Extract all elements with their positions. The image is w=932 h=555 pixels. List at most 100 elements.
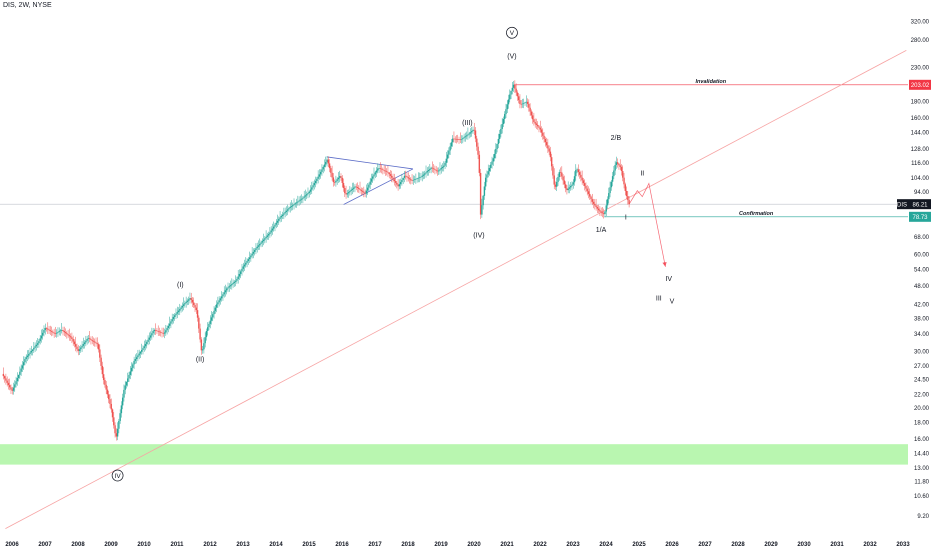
candle-body[interactable] (284, 212, 286, 214)
triangle-upper-line[interactable] (327, 156, 414, 170)
candle-body[interactable] (385, 171, 388, 172)
wave-projection-path[interactable] (628, 182, 666, 267)
candle-body[interactable] (95, 342, 97, 344)
candle-body[interactable] (425, 172, 427, 174)
candle-body[interactable] (119, 413, 121, 421)
candle-body[interactable] (559, 172, 562, 173)
candle-body[interactable] (557, 177, 559, 182)
candle-body[interactable] (596, 207, 599, 209)
candle-body[interactable] (396, 182, 398, 185)
candle-body[interactable] (377, 168, 379, 171)
candle-body[interactable] (326, 159, 328, 162)
candle-body[interactable] (476, 138, 478, 147)
candle-body[interactable] (360, 189, 362, 191)
candle-body[interactable] (530, 111, 533, 116)
candle-body[interactable] (450, 142, 453, 147)
candle-body[interactable] (583, 183, 586, 186)
candle-body[interactable] (429, 168, 431, 171)
candle-body[interactable] (432, 168, 435, 170)
candle-body[interactable] (473, 129, 475, 131)
candle-body[interactable] (573, 176, 576, 183)
candle-body[interactable] (451, 138, 454, 143)
wave-label[interactable]: (I) (177, 282, 184, 289)
candle-body[interactable] (67, 334, 69, 336)
candle-body[interactable] (517, 96, 520, 101)
candle-body[interactable] (333, 182, 336, 183)
candle-body[interactable] (233, 281, 236, 283)
candle-body[interactable] (309, 189, 312, 192)
candle-body[interactable] (129, 371, 131, 375)
candle-body[interactable] (599, 210, 601, 212)
candle-body[interactable] (365, 190, 368, 194)
candle-body[interactable] (614, 164, 616, 171)
candle-body[interactable] (620, 166, 623, 172)
candle-body[interactable] (246, 260, 248, 263)
candle-body[interactable] (521, 103, 524, 105)
candle-body[interactable] (368, 184, 370, 188)
candle-body[interactable] (359, 188, 361, 190)
wave-label[interactable]: I (625, 215, 627, 222)
candle-body[interactable] (14, 384, 16, 388)
candle-body[interactable] (85, 340, 87, 343)
candle-body[interactable] (582, 180, 585, 184)
candle-body[interactable] (531, 115, 534, 120)
candle-body[interactable] (342, 182, 345, 189)
candle-body[interactable] (345, 193, 347, 195)
candle-body[interactable] (589, 193, 591, 197)
candle-body[interactable] (313, 183, 316, 186)
candle-body[interactable] (363, 191, 365, 193)
candle-body[interactable] (562, 176, 564, 181)
wave-label[interactable]: 1/A (596, 227, 607, 234)
candle-body[interactable] (344, 188, 346, 194)
candle-body[interactable] (121, 397, 124, 406)
candle-body[interactable] (174, 315, 176, 317)
candle-body[interactable] (361, 190, 364, 192)
candle-body[interactable] (125, 381, 128, 386)
wave-label[interactable]: (IV) (473, 233, 484, 240)
candle-body[interactable] (298, 200, 300, 202)
candle-body[interactable] (304, 195, 307, 197)
candle-body[interactable] (101, 365, 104, 375)
candle-body[interactable] (96, 343, 98, 345)
candle-body[interactable] (218, 300, 220, 303)
candle-body[interactable] (90, 339, 92, 340)
candle-body[interactable] (179, 309, 181, 311)
candle-body[interactable] (585, 185, 587, 189)
candle-body[interactable] (349, 191, 351, 193)
candle-body[interactable] (403, 175, 406, 178)
candle-body[interactable] (133, 360, 135, 365)
candle-body[interactable] (427, 170, 430, 172)
candle-body[interactable] (364, 192, 366, 194)
candle-body[interactable] (600, 211, 602, 213)
candle-body[interactable] (408, 178, 411, 180)
candle-body[interactable] (464, 136, 467, 138)
candle-body[interactable] (28, 354, 30, 356)
candle-body[interactable] (410, 179, 412, 181)
candle-body[interactable] (566, 188, 568, 191)
candle-body[interactable] (24, 359, 26, 363)
candle-body[interactable] (19, 371, 21, 375)
candle-body[interactable] (215, 304, 218, 308)
candle-body[interactable] (411, 180, 413, 181)
candle-body[interactable] (204, 337, 206, 344)
candle-body[interactable] (208, 323, 210, 328)
candle-body[interactable] (387, 171, 389, 173)
candle-body[interactable] (543, 135, 545, 139)
candle-body[interactable] (316, 178, 318, 181)
candle-body[interactable] (594, 203, 596, 206)
candle-body[interactable] (628, 200, 630, 205)
candle-body[interactable] (307, 193, 309, 195)
candle-body[interactable] (443, 165, 445, 167)
candle-body[interactable] (108, 394, 110, 400)
candle-body[interactable] (379, 168, 382, 169)
candle-body[interactable] (540, 129, 543, 133)
candle-body[interactable] (127, 378, 129, 382)
candle-body[interactable] (318, 174, 321, 177)
candle-body[interactable] (48, 329, 50, 331)
candle-body[interactable] (86, 339, 88, 341)
candle-body[interactable] (535, 123, 538, 125)
candle-body[interactable] (266, 235, 269, 237)
candle-body[interactable] (510, 90, 512, 95)
candle-body[interactable] (346, 193, 349, 195)
